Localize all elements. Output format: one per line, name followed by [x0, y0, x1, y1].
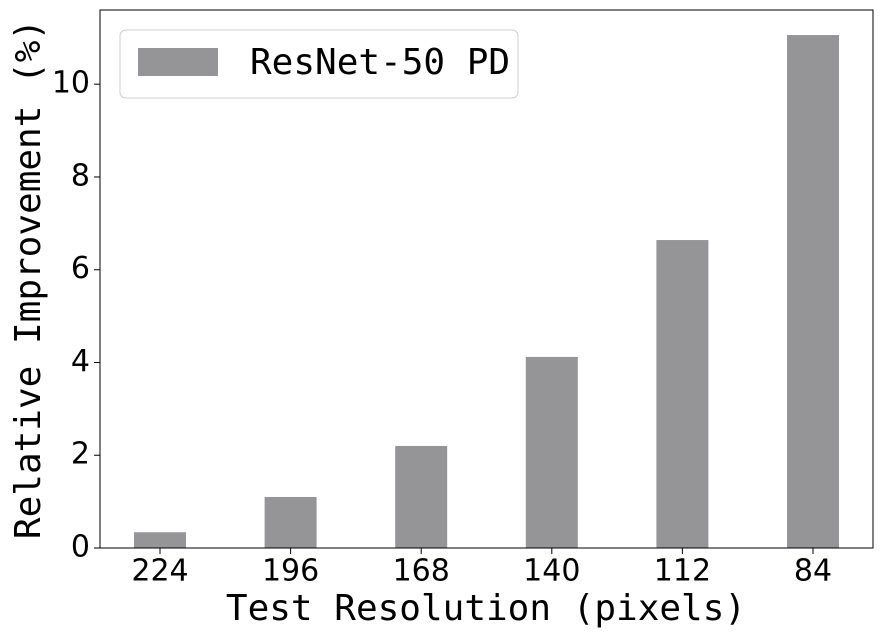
- y-tick-label: 10: [52, 66, 90, 101]
- y-tick-label: 2: [71, 437, 90, 472]
- y-tick-label: 0: [71, 530, 90, 565]
- plot-frame: [99, 9, 874, 549]
- y-tick-label: 4: [71, 344, 90, 379]
- bar: [134, 532, 186, 548]
- x-tick-label: 224: [131, 554, 188, 589]
- bar: [264, 496, 317, 548]
- legend-label: ResNet-50 PD: [250, 42, 510, 83]
- y-tick-label: 8: [71, 158, 90, 193]
- x-tick-label: 168: [393, 554, 450, 589]
- x-tick-label: 140: [523, 554, 580, 589]
- y-axis-label: Relative Improvement (%): [8, 19, 49, 539]
- bar: [656, 240, 709, 548]
- bar: [525, 356, 578, 548]
- x-axis-label: Test Resolution (pixels): [226, 588, 746, 629]
- x-tick-label: 196: [262, 554, 319, 589]
- bar: [787, 35, 839, 549]
- legend-box: [119, 29, 519, 99]
- bar: [395, 445, 448, 548]
- x-tick-label: 112: [654, 554, 711, 589]
- legend-swatch: [138, 48, 218, 76]
- x-tick-label: 84: [794, 554, 832, 589]
- y-tick-label: 6: [71, 251, 90, 286]
